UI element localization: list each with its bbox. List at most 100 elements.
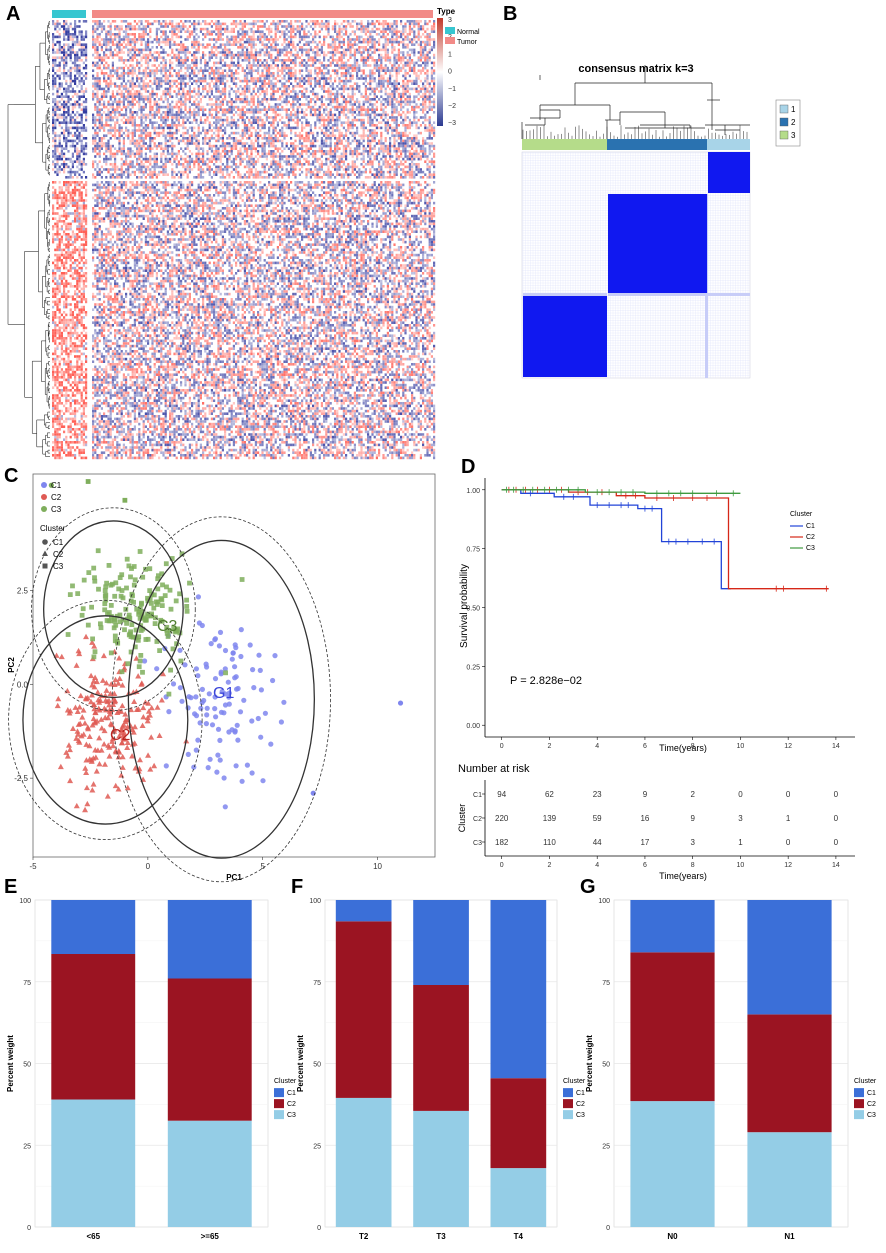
heatmap-cell	[144, 113, 147, 117]
heatmap-cell	[265, 43, 268, 46]
heatmap-cell	[287, 30, 290, 33]
heatmap-cell	[426, 27, 429, 31]
heatmap-cell	[217, 30, 220, 33]
heatmap-cell	[318, 25, 321, 28]
heatmap-cell	[345, 82, 348, 85]
heatmap-cell	[169, 40, 172, 44]
heatmap-cell	[292, 105, 295, 109]
heatmap-cell	[408, 111, 411, 114]
heatmap-cell	[373, 46, 376, 49]
heatmap-cell	[230, 51, 233, 54]
heatmap-cell	[349, 64, 352, 67]
heatmap-cell	[406, 124, 409, 127]
heatmap-cell	[316, 113, 319, 117]
heatmap-cell	[419, 35, 422, 39]
heatmap-cell	[369, 121, 372, 124]
heatmap-cell	[404, 46, 407, 49]
heatmap-cell	[318, 69, 321, 72]
heatmap-cell	[323, 108, 326, 111]
heatmap-cell	[155, 111, 158, 114]
heatmap-cell	[287, 59, 290, 62]
heatmap-cell	[342, 90, 345, 93]
heatmap-cell	[129, 92, 132, 96]
heatmap-cell	[384, 113, 387, 117]
heatmap-cell	[375, 48, 378, 52]
heatmap-cell	[362, 100, 365, 104]
heatmap-cell	[208, 95, 211, 98]
heatmap-cell	[114, 35, 117, 39]
heatmap-cell	[65, 105, 68, 109]
heatmap-cell	[276, 105, 279, 109]
heatmap-cell	[408, 61, 411, 65]
heatmap-cell	[367, 38, 370, 41]
heatmap-cell	[404, 124, 407, 127]
heatmap-cell	[283, 25, 286, 28]
heatmap-cell	[98, 98, 101, 101]
heatmap-cell	[206, 30, 209, 33]
heatmap-cell	[261, 79, 264, 83]
heatmap-cell	[428, 116, 431, 119]
heatmap-cell	[371, 118, 374, 122]
heatmap-cell	[309, 85, 312, 88]
heatmap-cell	[107, 100, 110, 104]
heatmap-cell	[369, 116, 372, 119]
heatmap-cell	[202, 38, 205, 41]
heatmap-cell	[353, 33, 356, 36]
heatmap-cell	[177, 61, 180, 65]
heatmap-cell	[131, 105, 134, 109]
heatmap-cell	[142, 69, 145, 72]
heatmap-cell	[215, 100, 218, 104]
heatmap-cell	[120, 74, 123, 78]
heatmap-cell	[283, 108, 286, 111]
heatmap-cell	[177, 92, 180, 96]
heatmap-cell	[433, 79, 436, 83]
heatmap-cell	[274, 38, 277, 41]
heatmap-cell	[78, 69, 81, 72]
heatmap-cell	[71, 48, 74, 52]
heatmap-cell	[389, 22, 392, 26]
heatmap-cell	[323, 40, 326, 44]
heatmap-cell	[237, 126, 240, 130]
heatmap-cell	[294, 74, 297, 78]
heatmap-cell	[382, 25, 385, 28]
heatmap-cell	[287, 126, 290, 130]
heatmap-cell	[71, 79, 74, 83]
heatmap-cell	[301, 103, 304, 106]
heatmap-cell	[349, 51, 352, 54]
heatmap-cell	[349, 79, 352, 83]
heatmap-cell	[136, 22, 139, 26]
heatmap-cell	[250, 56, 253, 59]
heatmap-cell	[221, 43, 224, 46]
heatmap-cell	[127, 43, 130, 46]
heatmap-cell	[100, 38, 103, 41]
heatmap-cell	[202, 111, 205, 114]
heatmap-cell	[94, 92, 97, 96]
heatmap-cell	[276, 51, 279, 54]
heatmap-cell	[353, 20, 356, 23]
heatmap-cell	[281, 131, 284, 135]
heatmap-cell	[129, 103, 132, 106]
heatmap-cell	[314, 69, 317, 72]
heatmap-cell	[107, 20, 110, 23]
heatmap-cell	[380, 77, 383, 80]
heatmap-cell	[219, 124, 222, 127]
heatmap-cell	[147, 72, 150, 75]
heatmap-cell	[250, 105, 253, 109]
heatmap-cell	[169, 66, 172, 70]
heatmap-cell	[230, 27, 233, 31]
heatmap-cell	[292, 43, 295, 46]
heatmap-cell	[360, 124, 363, 127]
heatmap-cell	[144, 56, 147, 59]
heatmap-cell	[327, 33, 330, 36]
heatmap-cell	[230, 116, 233, 119]
heatmap-cell	[109, 30, 112, 33]
heatmap-cell	[298, 111, 301, 114]
heatmap-cell	[309, 108, 312, 111]
heatmap-cell	[60, 51, 63, 54]
heatmap-cell	[257, 38, 260, 41]
heatmap-cell	[100, 95, 103, 98]
heatmap-cell	[105, 95, 108, 98]
heatmap-cell	[294, 53, 297, 57]
heatmap-cell	[188, 111, 191, 114]
heatmap-cell	[125, 108, 128, 111]
